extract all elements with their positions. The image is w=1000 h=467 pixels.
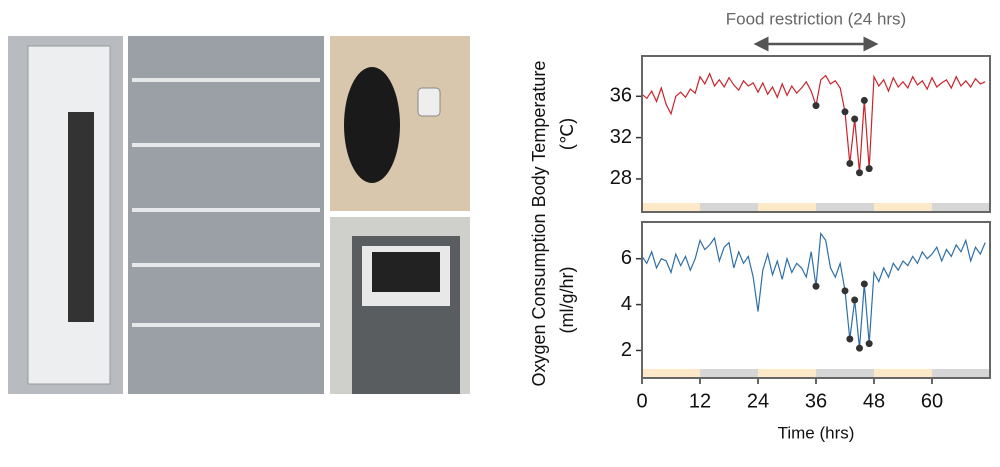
period-bar	[932, 369, 990, 378]
y-axis-label: Body Temperature	[529, 61, 549, 208]
period-bar	[874, 203, 932, 212]
marker-point	[846, 335, 854, 343]
x-tick-label: 60	[921, 390, 943, 412]
plot-frame	[641, 221, 991, 379]
photos	[8, 36, 470, 394]
x-tick-label: 12	[689, 390, 711, 412]
y-axis-label: (℃)	[557, 118, 577, 150]
period-bar	[816, 369, 874, 378]
marker-point	[846, 159, 854, 167]
sensor	[417, 87, 441, 117]
mouse	[344, 67, 400, 183]
plot-frame	[641, 55, 991, 213]
period-bar	[642, 203, 700, 212]
marker-point	[841, 287, 849, 295]
marker-point	[856, 169, 863, 177]
y-axis-label: (ml/g/hr)	[557, 267, 577, 334]
marker-point	[860, 280, 868, 288]
period-bar	[758, 369, 816, 378]
marker-point	[812, 102, 820, 110]
period-bar	[874, 369, 932, 378]
marker-point	[812, 282, 820, 290]
marker-point	[865, 340, 873, 348]
marker-point	[851, 115, 859, 123]
x-axis-label: Time (hrs)	[778, 423, 855, 442]
annotation-text: Food restriction (24 hrs)	[726, 9, 906, 28]
analyzer-screen	[372, 252, 440, 292]
y-tick-label: 4	[621, 293, 632, 315]
period-bar	[816, 203, 874, 212]
data-line	[642, 231, 986, 349]
shelves	[132, 78, 320, 327]
x-tick-label: 48	[863, 390, 885, 412]
y-tick-label: 28	[610, 167, 632, 189]
period-bar	[642, 369, 700, 378]
marker-point	[860, 96, 868, 104]
y-axis-label: Oxygen Consumption	[529, 213, 549, 386]
period-bar	[932, 203, 990, 212]
incubator-window	[68, 112, 94, 322]
marker-point	[851, 296, 859, 304]
period-bar	[700, 369, 758, 378]
marker-point	[865, 165, 873, 173]
y-tick-label: 6	[621, 247, 632, 269]
marker-point	[856, 344, 863, 352]
marker-point	[841, 108, 849, 116]
period-bar	[758, 203, 816, 212]
x-tick-label: 36	[805, 390, 827, 412]
photo-cages	[128, 36, 324, 394]
y-tick-label: 32	[610, 126, 632, 148]
x-tick-label: 0	[636, 390, 647, 412]
y-tick-label: 2	[621, 339, 632, 361]
x-tick-label: 24	[747, 390, 769, 412]
data-line	[642, 72, 986, 173]
period-bar	[700, 203, 758, 212]
y-tick-label: 36	[610, 85, 632, 107]
